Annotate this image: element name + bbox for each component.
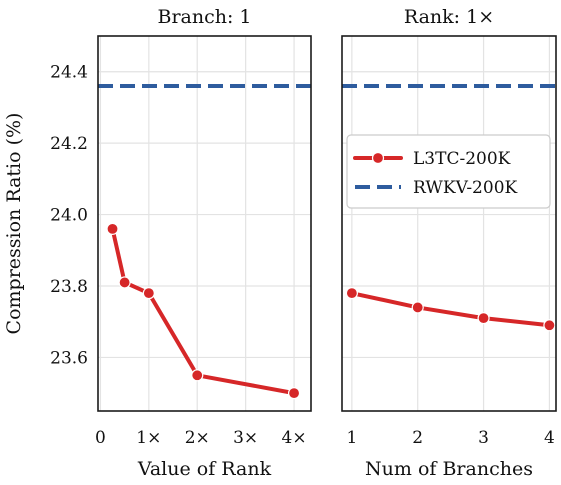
left-y-tick-label: 24.4: [50, 63, 88, 83]
left-x-tick-label: 1×: [136, 428, 161, 448]
left-x-tick-label: 2×: [185, 428, 210, 448]
left-x-tick-label: 4×: [282, 428, 307, 448]
legend-l3tc-label: L3TC-200K: [413, 149, 511, 169]
legend-box: [346, 134, 551, 209]
y-axis-label: Compression Ratio (%): [3, 113, 25, 335]
right-l3tc-point: [345, 287, 358, 300]
left-y-tick-label: 23.6: [50, 348, 88, 368]
left-y-tick-label: 24.2: [50, 134, 88, 154]
right-x-axis-label: Num of Branches: [365, 458, 533, 480]
right-l3tc-point: [411, 301, 424, 314]
legend-rwkv-label: RWKV-200K: [413, 178, 518, 198]
right-panel-title: Rank: 1×: [404, 6, 494, 28]
left-l3tc-point: [191, 369, 204, 382]
right-x-tick-label: 2: [412, 428, 423, 448]
left-l3tc-point: [142, 287, 155, 300]
left-x-tick-label: 3×: [233, 428, 258, 448]
right-l3tc-point: [543, 319, 556, 332]
left-y-tick-label: 23.8: [50, 277, 88, 297]
left-panel: [97, 35, 312, 412]
left-axes-frame: [97, 35, 312, 412]
left-series-l3tc-line: [110, 226, 297, 396]
left-x-tick-label: 0: [95, 428, 106, 448]
left-l3tc-point: [287, 387, 301, 400]
right-x-tick-label: 3: [478, 428, 489, 448]
left-l3tc-point: [106, 222, 119, 235]
right-l3tc-point: [477, 312, 490, 325]
left-panel-title: Branch: 1: [157, 6, 251, 28]
legend: L3TC-200K RWKV-200K: [346, 134, 551, 209]
left-x-axis-label: Value of Rank: [137, 458, 272, 480]
right-x-tick-label: 4: [544, 428, 555, 448]
right-x-tick-label: 1: [346, 428, 357, 448]
right-panel: [341, 35, 557, 412]
left-y-tick-label: 24.0: [50, 206, 88, 226]
right-axes-frame: [341, 35, 557, 412]
left-l3tc-point: [118, 276, 131, 289]
legend-l3tc-marker: [371, 151, 385, 165]
right-series-l3tc-line: [349, 291, 552, 328]
